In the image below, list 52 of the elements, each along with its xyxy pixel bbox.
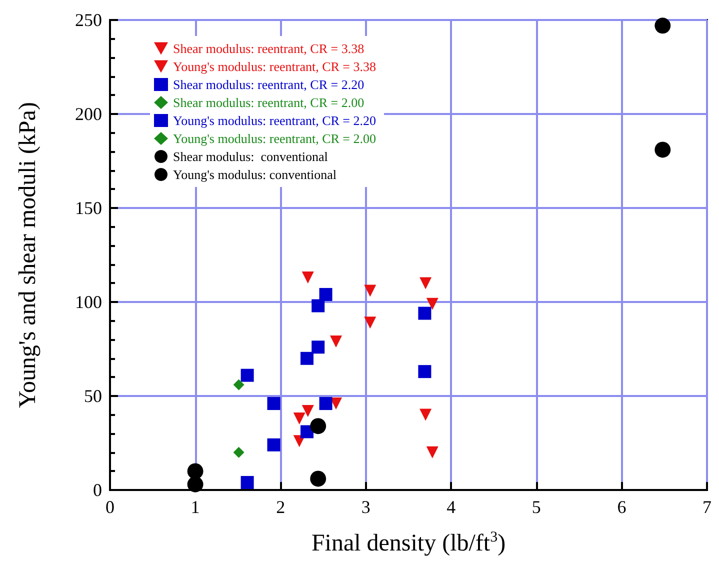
x-tick-label: 5: [532, 497, 541, 517]
y-tick-label: 200: [75, 104, 102, 124]
point: [418, 306, 432, 320]
point: [302, 272, 314, 284]
point: [418, 365, 432, 378]
x-tick-label: 2: [276, 497, 286, 517]
legend-label: Shear modulus: conventional: [173, 149, 328, 164]
point: [300, 352, 314, 365]
y-tick-label: 150: [75, 198, 102, 218]
point: [233, 379, 244, 390]
point: [420, 408, 432, 421]
point: [293, 412, 306, 425]
point: [654, 142, 671, 158]
point: [319, 397, 332, 410]
point: [312, 299, 325, 312]
legend-label: Young's modulus: conventional: [173, 167, 337, 182]
point: [240, 368, 254, 382]
point: [233, 446, 244, 458]
legend-label: Young's modulus: reentrant, CR = 2.00: [173, 131, 376, 146]
y-tick-label: 50: [84, 386, 102, 406]
y-tick-label: 100: [75, 292, 102, 312]
point: [420, 277, 432, 290]
x-tick-label: 4: [446, 497, 456, 517]
point: [312, 340, 325, 354]
point: [267, 438, 280, 452]
y-tick-label: 250: [75, 10, 102, 30]
point: [187, 463, 204, 480]
point: [240, 476, 254, 489]
legend-label: Shear modulus: reentrant, CR = 2.00: [173, 95, 364, 110]
point: [310, 470, 326, 487]
point: [267, 397, 280, 410]
legend-label: Shear modulus: reentrant, CR = 3.38: [173, 41, 364, 56]
x-tick-label: 6: [617, 497, 626, 517]
point: [426, 298, 438, 310]
legend-label: Young's modulus: reentrant, CR = 3.38: [173, 59, 376, 74]
point: [302, 405, 314, 418]
point: [654, 18, 671, 34]
x-tick-label: 1: [190, 497, 200, 517]
y-axis-title: Young's and shear moduli (kPa): [15, 102, 41, 408]
y-tick-label: 0: [93, 480, 102, 500]
point: [187, 476, 204, 492]
point: [364, 316, 376, 329]
legend-label: Young's modulus: reentrant, CR = 2.20: [173, 113, 376, 128]
x-tick-label: 3: [361, 497, 370, 517]
point: [364, 284, 376, 297]
point: [310, 418, 326, 434]
point: [319, 288, 332, 301]
x-tick-label: 7: [702, 497, 712, 517]
x-tick-label: 0: [106, 497, 114, 517]
legend-label: Shear modulus: reentrant, CR = 2.20: [173, 77, 364, 92]
point: [426, 446, 438, 458]
point: [330, 335, 342, 348]
